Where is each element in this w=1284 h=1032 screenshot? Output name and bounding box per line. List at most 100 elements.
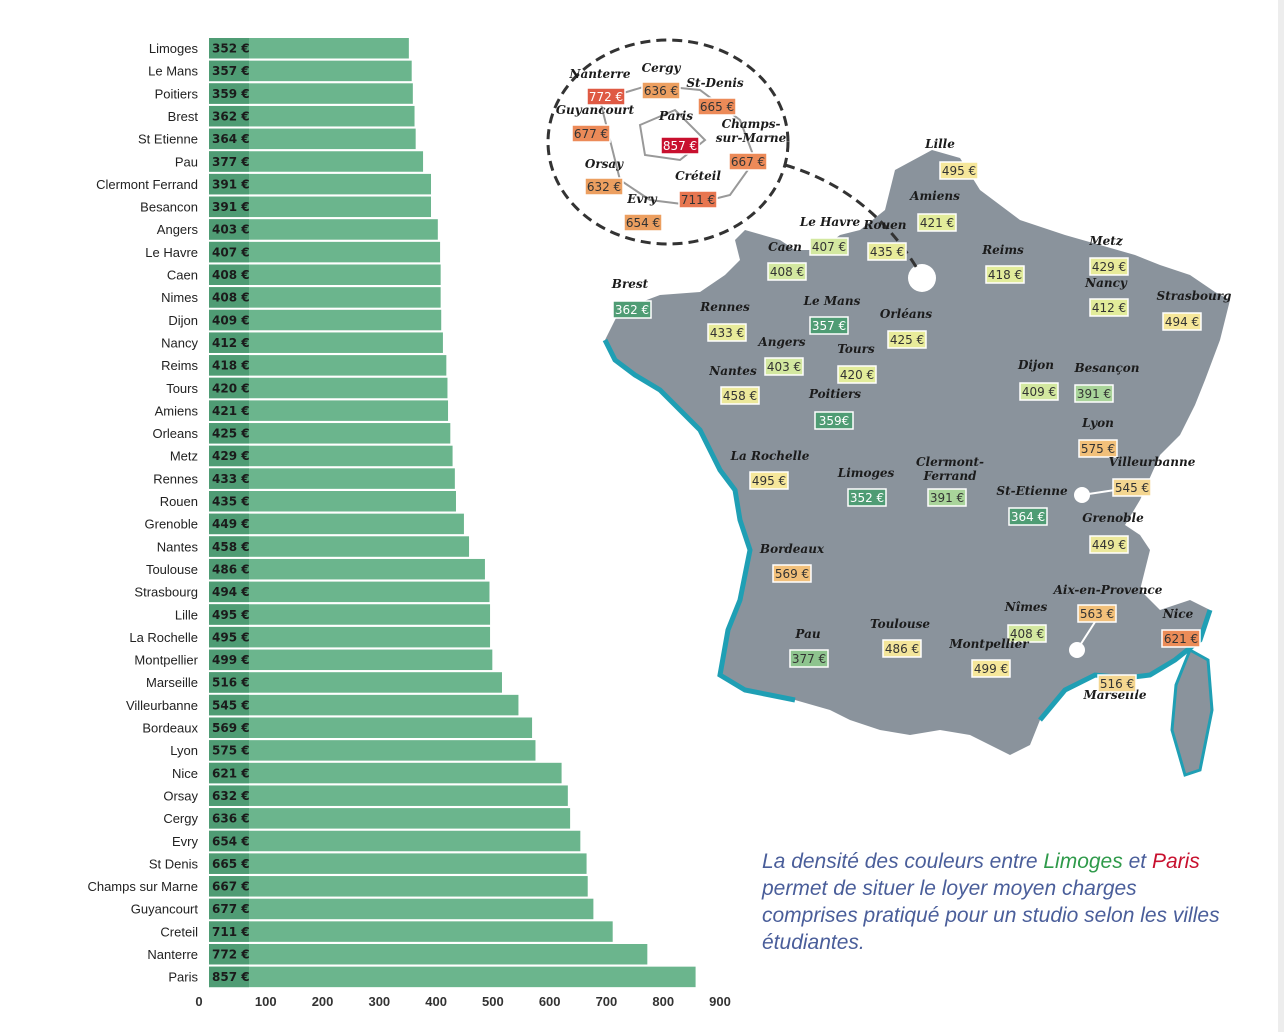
price-label: 409 €	[1022, 385, 1056, 399]
city-label: Guyancourt	[556, 103, 635, 117]
price-badge	[927, 488, 967, 507]
bar-value-bg	[209, 558, 249, 580]
category-label: Cergy	[163, 811, 198, 826]
bar-value-label: 667 €	[212, 880, 250, 894]
bar-value-label: 575 €	[212, 744, 250, 758]
bar	[209, 672, 502, 693]
price-badge	[772, 564, 812, 583]
category-label: Orsay	[163, 788, 198, 803]
category-label: Le Mans	[148, 64, 198, 79]
price-badge	[1089, 298, 1129, 317]
bar-value-bg	[209, 377, 249, 399]
category-label: Villeurbanne	[126, 698, 198, 713]
category-label: Limoges	[149, 41, 199, 56]
price-label: 403 €	[767, 360, 801, 374]
bar-value-bg	[209, 332, 249, 353]
price-label: 621 €	[1164, 632, 1198, 646]
caption-paris: Paris	[1151, 850, 1200, 873]
bar	[209, 626, 491, 648]
city-label: Toulouse	[870, 617, 930, 631]
bar	[209, 173, 432, 195]
bar-value-bg	[209, 309, 249, 331]
category-label: Nancy	[161, 335, 198, 350]
city-label: Orsay	[585, 157, 624, 171]
bar-value-bg	[209, 672, 249, 693]
bar-value-bg	[209, 717, 249, 738]
caption: La densité des couleurs entre Limoges et…	[762, 848, 1232, 956]
city-label: Besançon	[1073, 361, 1139, 375]
price-label: 407 €	[812, 240, 846, 254]
price-badge	[1089, 535, 1129, 554]
bar	[209, 423, 451, 444]
price-label: 364 €	[1011, 510, 1045, 524]
price-label: 516 €	[1100, 677, 1134, 691]
price-badge	[809, 237, 849, 256]
city-label: Grenoble	[1082, 511, 1144, 525]
bar-value-label: 391 €	[212, 200, 250, 214]
category-label: Evry	[172, 834, 199, 849]
paris-marker	[908, 264, 936, 292]
rent-bar-chart: 352 € Limoges 357 € Le Mans 359 € Poitiers 362…	[87, 38, 731, 1009]
bar-value-bg	[209, 944, 249, 965]
price-badge	[1089, 257, 1129, 276]
city-label: Nice	[1162, 607, 1194, 621]
city-label: Villeurbanne	[1109, 455, 1196, 469]
bar-value-bg	[209, 241, 249, 263]
price-label: 486 €	[885, 642, 919, 656]
bar-value-label: 407 €	[212, 245, 250, 259]
price-badge	[728, 152, 768, 171]
bar	[209, 60, 412, 82]
price-label: 408 €	[1010, 627, 1044, 641]
bar	[209, 740, 536, 761]
bar-value-bg	[209, 604, 249, 625]
category-label: Lyon	[170, 743, 198, 758]
price-label: 632 €	[587, 180, 621, 194]
category-label: Rennes	[153, 471, 198, 486]
bar-value-label: 494 €	[212, 585, 250, 599]
bar-value-label: 495 €	[212, 630, 250, 644]
bar-value-bg	[209, 105, 249, 127]
bar	[209, 445, 453, 467]
bar-value-label: 435 €	[212, 495, 250, 509]
bar	[209, 830, 581, 852]
bar-value-bg	[209, 830, 249, 852]
bar	[209, 38, 409, 59]
bar	[209, 151, 424, 172]
price-label: 711 €	[681, 193, 715, 207]
bar-value-label: 357 €	[212, 64, 250, 78]
price-label: 857 €	[663, 139, 697, 153]
bar-value-bg	[209, 762, 249, 784]
city-label: Rennes	[699, 300, 750, 314]
price-badge	[1019, 382, 1059, 401]
x-tick-label: 100	[255, 994, 277, 1009]
bar-value-label: 857 €	[212, 970, 250, 984]
category-label: Brest	[168, 109, 199, 124]
price-badge	[1112, 478, 1152, 497]
city-label: Aix-en-Provence	[1053, 583, 1163, 597]
bar-value-bg	[209, 898, 249, 920]
bar-value-bg	[209, 128, 249, 150]
city-label: La Rochelle	[730, 449, 810, 463]
price-label: 420 €	[840, 368, 874, 382]
france-rent-map: Lille 495 € Amiens 421 € Le Havre 407 € Rouen 4…	[546, 38, 1231, 777]
bar-value-label: 677 €	[212, 902, 250, 916]
city-label: sur-Marne	[716, 131, 787, 145]
bar-value-bg	[209, 876, 249, 897]
price-badge	[749, 471, 789, 490]
bar	[209, 966, 696, 988]
bar-value-label: 420 €	[212, 381, 250, 395]
price-badge	[1162, 312, 1202, 331]
price-badge	[586, 87, 626, 106]
price-label: 391 €	[930, 491, 964, 505]
category-label: Paris	[168, 970, 198, 985]
bar-value-bg	[209, 785, 249, 806]
bar	[209, 309, 442, 331]
price-label: 377 €	[792, 652, 826, 666]
category-label: Nimes	[161, 290, 198, 305]
price-label: 433 €	[710, 326, 744, 340]
bar-value-label: 632 €	[212, 789, 250, 803]
bar	[209, 921, 613, 942]
city-label: Pau	[794, 627, 820, 641]
bar-value-label: 403 €	[212, 223, 250, 237]
price-label: 495 €	[942, 164, 976, 178]
